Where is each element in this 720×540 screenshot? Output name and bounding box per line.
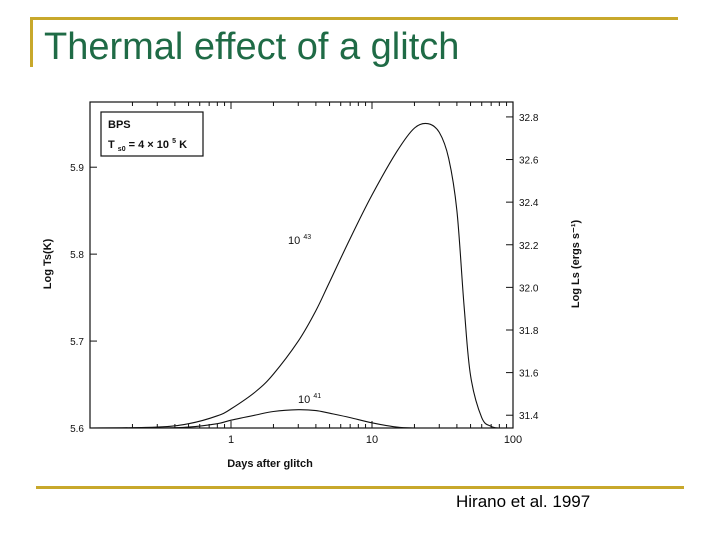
y-tick-label-right: 31.4 bbox=[519, 411, 539, 422]
legend-line-2-rest: = 4 × 10 bbox=[129, 139, 169, 151]
series-label-43: 10 43 bbox=[288, 234, 311, 247]
legend-line-2-sub: s0 bbox=[118, 146, 126, 153]
series-label-43-base: 10 bbox=[288, 235, 300, 247]
series-line-41 bbox=[90, 409, 513, 429]
x-axis-label: Days after glitch bbox=[227, 458, 313, 470]
series-label-41-base: 10 bbox=[298, 394, 310, 406]
legend-line-2-sup: 5 bbox=[172, 138, 176, 145]
y-axis-label-left: Log Ts(K) bbox=[42, 238, 54, 289]
y-tick-label-right: 32.2 bbox=[519, 241, 539, 252]
series-line-43 bbox=[89, 122, 513, 429]
x-tick-label: 1 bbox=[228, 434, 234, 446]
y-tick-label-left: 5.9 bbox=[70, 163, 84, 174]
plot-frame bbox=[89, 101, 514, 429]
series-group bbox=[89, 122, 513, 429]
y-tick-label-right: 32.0 bbox=[519, 283, 539, 294]
y-tick-label-right: 32.8 bbox=[519, 113, 539, 124]
x-tick-label: 10 bbox=[366, 434, 378, 446]
axis-ticks: 1 10 100 5.6 5.7 5.8 5.9 31.4 31.6 31.8 32.0 32.2 32… bbox=[70, 102, 539, 446]
legend-box: BPS T s0 = 4 × 10 5 K bbox=[100, 111, 204, 157]
y-tick-label-right: 31.8 bbox=[519, 326, 539, 337]
y-tick-label-right: 32.6 bbox=[519, 156, 539, 167]
legend-line-2-main: T bbox=[108, 139, 115, 151]
slide-title: Thermal effect of a glitch bbox=[44, 26, 460, 68]
y-tick-label-right: 31.6 bbox=[519, 369, 539, 380]
y-tick-label-left: 5.8 bbox=[70, 250, 84, 261]
legend-line-2: T s0 = 4 × 10 5 K bbox=[108, 134, 187, 154]
title-bar-left bbox=[30, 17, 33, 67]
x-tick-label: 100 bbox=[504, 434, 522, 446]
chart: 1 10 100 5.6 5.7 5.8 5.9 31.4 31.6 31.8 32.0 32.2 32… bbox=[30, 88, 600, 473]
citation: Hirano et al. 1997 bbox=[456, 492, 591, 511]
series-label-41-exp: 41 bbox=[313, 393, 321, 400]
y-tick-label-right: 32.4 bbox=[519, 198, 539, 209]
series-label-41: 10 41 bbox=[298, 393, 321, 406]
legend-line-2-end: K bbox=[179, 139, 187, 151]
chart-svg: 1 10 100 5.6 5.7 5.8 5.9 31.4 31.6 31.8 32.0 32.2 32… bbox=[42, 101, 582, 470]
y-tick-label-left: 5.6 bbox=[70, 424, 84, 435]
series-label-43-exp: 43 bbox=[303, 234, 311, 241]
y-tick-label-left: 5.7 bbox=[70, 337, 84, 348]
title-bar-top bbox=[30, 17, 678, 20]
legend-box-border bbox=[100, 111, 204, 157]
legend-line-1: BPS bbox=[108, 119, 131, 131]
y-axis-label-right: Log Ls (ergs s⁻¹) bbox=[570, 220, 582, 309]
plot-area bbox=[89, 101, 514, 429]
footer-bar bbox=[36, 486, 684, 489]
